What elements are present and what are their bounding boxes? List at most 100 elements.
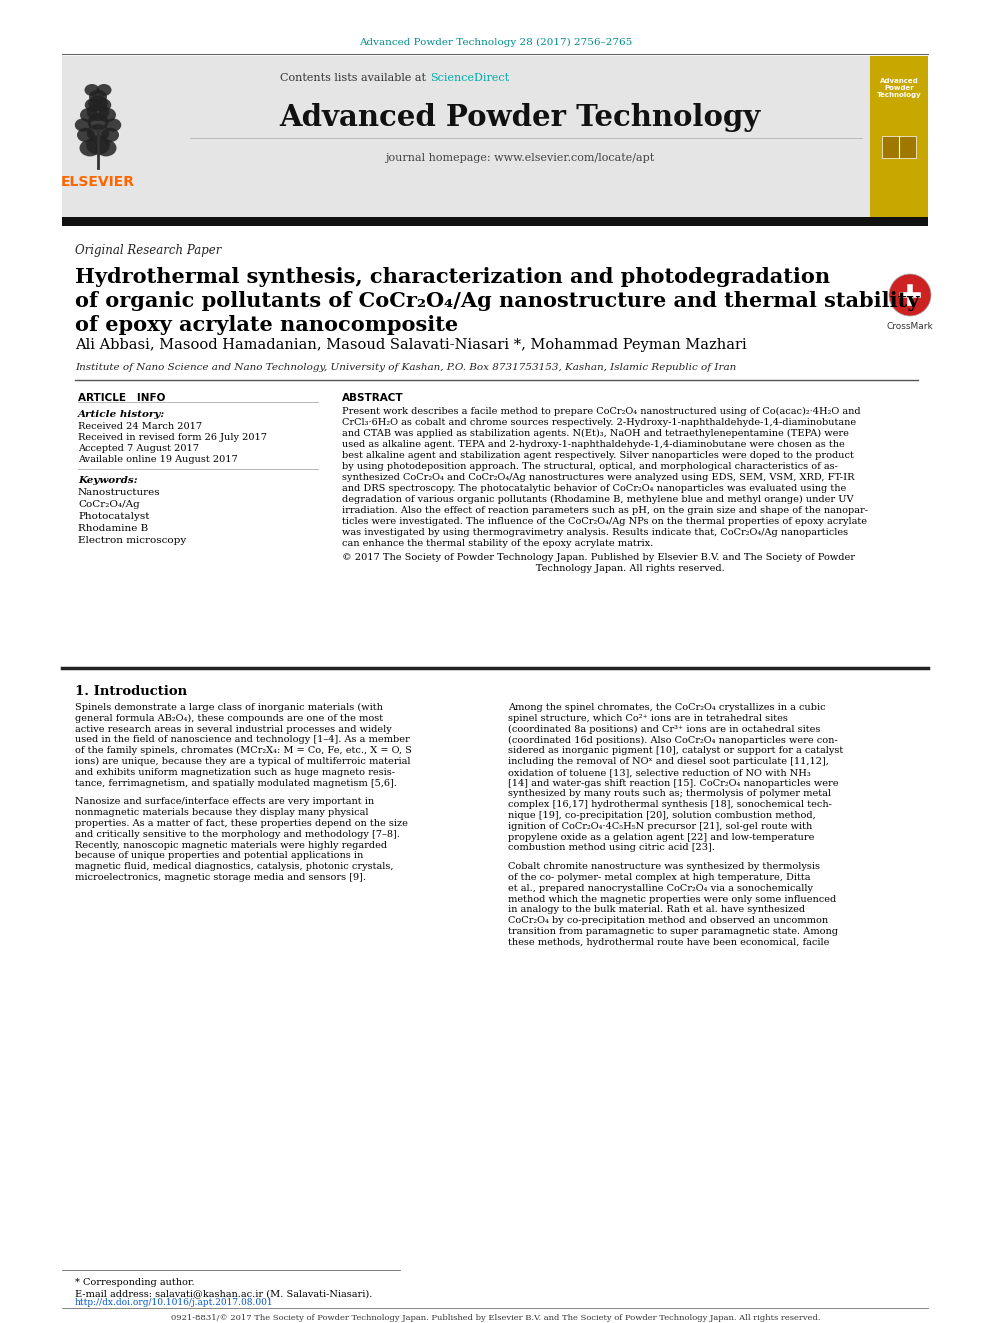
Text: Nanostructures: Nanostructures [78, 488, 161, 497]
Text: method which the magnetic properties were only some influenced: method which the magnetic properties wer… [508, 894, 836, 904]
Text: Accepted 7 August 2017: Accepted 7 August 2017 [78, 445, 199, 452]
Ellipse shape [84, 83, 99, 97]
Text: used in the field of nanoscience and technology [1–4]. As a member: used in the field of nanoscience and tec… [75, 736, 410, 745]
Text: ARTICLE   INFO: ARTICLE INFO [78, 393, 166, 404]
Ellipse shape [87, 114, 108, 131]
Ellipse shape [74, 118, 91, 131]
Ellipse shape [889, 274, 931, 316]
Text: © 2017 The Society of Powder Technology Japan. Published by Elsevier B.V. and Th: © 2017 The Society of Powder Technology … [342, 553, 855, 562]
Text: Recently, nanoscopic magnetic materials were highly regarded: Recently, nanoscopic magnetic materials … [75, 840, 387, 849]
Text: propylene oxide as a gelation agent [22] and low-temperature: propylene oxide as a gelation agent [22]… [508, 832, 814, 841]
Ellipse shape [89, 90, 107, 105]
Text: can enhance the thermal stability of the epoxy acrylate matrix.: can enhance the thermal stability of the… [342, 538, 654, 548]
Text: Among the spinel chromates, the CoCr₂O₄ crystallizes in a cubic: Among the spinel chromates, the CoCr₂O₄ … [508, 703, 825, 712]
Text: ions) are unique, because they are a typical of multiferroic material: ions) are unique, because they are a typ… [75, 757, 411, 766]
Text: Advanced Powder Technology 28 (2017) 2756–2765: Advanced Powder Technology 28 (2017) 275… [359, 38, 633, 48]
Text: was investigated by using thermogravimetry analysis. Results indicate that, CoCr: was investigated by using thermogravimet… [342, 528, 848, 537]
Bar [870, 56, 928, 218]
Text: CrossMark: CrossMark [887, 321, 933, 331]
Text: and exhibits uniform magnetization such as huge magneto resis-: and exhibits uniform magnetization such … [75, 767, 395, 777]
Ellipse shape [88, 95, 108, 111]
Text: irradiation. Also the effect of reaction parameters such as pH, on the grain siz: irradiation. Also the effect of reaction… [342, 505, 868, 515]
Text: Advanced Powder Technology: Advanced Powder Technology [280, 103, 761, 132]
Text: Ali Abbasi, Masood Hamadanian, Masoud Salavati-Niasari *, Mohammad Peyman Mazhar: Ali Abbasi, Masood Hamadanian, Masoud Sa… [75, 337, 747, 352]
Text: oxidation of toluene [13], selective reduction of NO with NH₃: oxidation of toluene [13], selective red… [508, 767, 810, 777]
Text: combustion method using citric acid [23].: combustion method using citric acid [23]… [508, 843, 715, 852]
Text: tance, ferrimagnetism, and spatially modulated magnetism [5,6].: tance, ferrimagnetism, and spatially mod… [75, 779, 397, 787]
Text: nique [19], co-precipitation [20], solution combustion method,: nique [19], co-precipitation [20], solut… [508, 811, 815, 820]
Text: including the removal of NOˣ and diesel soot particulate [11,12],: including the removal of NOˣ and diesel … [508, 757, 829, 766]
Text: Received 24 March 2017: Received 24 March 2017 [78, 422, 202, 431]
Bar [882, 136, 916, 157]
Ellipse shape [95, 98, 111, 111]
Text: Received in revised form 26 July 2017: Received in revised form 26 July 2017 [78, 433, 267, 442]
Text: Article history:: Article history: [78, 410, 166, 419]
Ellipse shape [79, 140, 100, 156]
Ellipse shape [96, 83, 111, 97]
Text: nonmagnetic materials because they display many physical: nonmagnetic materials because they displ… [75, 808, 368, 818]
Ellipse shape [77, 128, 95, 142]
Text: synthesized by many routs such as; thermolysis of polymer metal: synthesized by many routs such as; therm… [508, 790, 831, 798]
Text: microelectronics, magnetic storage media and sensors [9].: microelectronics, magnetic storage media… [75, 873, 366, 882]
Text: Spinels demonstrate a large class of inorganic materials (with: Spinels demonstrate a large class of ino… [75, 703, 383, 712]
Text: properties. As a matter of fact, these properties depend on the size: properties. As a matter of fact, these p… [75, 819, 408, 828]
Text: 0921-8831/© 2017 The Society of Powder Technology Japan. Published by Elsevier B: 0921-8831/© 2017 The Society of Powder T… [172, 1314, 820, 1322]
Text: ScienceDirect: ScienceDirect [430, 73, 509, 83]
Text: (coordinated 16d positions). Also CoCr₂O₄ nanoparticles were con-: (coordinated 16d positions). Also CoCr₂O… [508, 736, 837, 745]
Text: http://dx.doi.org/10.1016/j.apt.2017.08.001: http://dx.doi.org/10.1016/j.apt.2017.08.… [75, 1298, 274, 1307]
Text: of the co- polymer- metal complex at high temperature, Ditta: of the co- polymer- metal complex at hig… [508, 873, 810, 882]
Text: best alkaline agent and stabilization agent respectively. Silver nanoparticles w: best alkaline agent and stabilization ag… [342, 451, 854, 460]
Text: Contents lists available at: Contents lists available at [281, 73, 430, 83]
Ellipse shape [101, 128, 119, 142]
Text: * Corresponding author.: * Corresponding author. [75, 1278, 194, 1287]
Text: Rhodamine B: Rhodamine B [78, 524, 148, 533]
Text: Technology Japan. All rights reserved.: Technology Japan. All rights reserved. [342, 564, 725, 573]
Text: CoCr₂O₄/Ag: CoCr₂O₄/Ag [78, 500, 140, 509]
Text: and critically sensitive to the morphology and methodology [7–8].: and critically sensitive to the morpholo… [75, 830, 400, 839]
Text: [14] and water-gas shift reaction [15]. CoCr₂O₄ nanoparticles were: [14] and water-gas shift reaction [15]. … [508, 779, 838, 787]
Text: general formula AB₂O₄), these compounds are one of the most: general formula AB₂O₄), these compounds … [75, 714, 383, 722]
Text: Advanced
Powder
Technology: Advanced Powder Technology [877, 78, 922, 98]
Text: used as alkaline agent. TEPA and 2-hydroxy-1-naphthaldehyde-1,4-diaminobutane we: used as alkaline agent. TEPA and 2-hydro… [342, 441, 845, 448]
Text: Available online 19 August 2017: Available online 19 August 2017 [78, 455, 238, 464]
Text: and CTAB was applied as stabilization agents. N(Et)₃, NaOH and tetraethylenepent: and CTAB was applied as stabilization ag… [342, 429, 849, 438]
Ellipse shape [80, 107, 98, 122]
Text: because of unique properties and potential applications in: because of unique properties and potenti… [75, 852, 363, 860]
Text: of epoxy acrylate nanocomposite: of epoxy acrylate nanocomposite [75, 315, 458, 335]
Text: journal homepage: www.elsevier.com/locate/apt: journal homepage: www.elsevier.com/locat… [385, 153, 655, 163]
Text: degradation of various organic pollutants (Rhodamine B, methylene blue and methy: degradation of various organic pollutant… [342, 495, 853, 504]
Text: sidered as inorganic pigment [10], catalyst or support for a catalyst: sidered as inorganic pigment [10], catal… [508, 746, 843, 755]
Text: these methods, hydrothermal route have been economical, facile: these methods, hydrothermal route have b… [508, 938, 829, 947]
Text: ELSEVIER: ELSEVIER [61, 175, 135, 189]
Text: ticles were investigated. The influence of the CoCr₂O₄/Ag NPs on the thermal pro: ticles were investigated. The influence … [342, 517, 867, 527]
Text: active research areas in several industrial processes and widely: active research areas in several industr… [75, 725, 392, 733]
Ellipse shape [86, 103, 109, 120]
Text: Cobalt chromite nanostructure was synthesized by thermolysis: Cobalt chromite nanostructure was synthe… [508, 863, 820, 872]
Ellipse shape [84, 98, 101, 111]
Text: Original Research Paper: Original Research Paper [75, 243, 221, 257]
Text: ignition of CoCr₂O₄·4C₅H₅N precursor [21], sol-gel route with: ignition of CoCr₂O₄·4C₅H₅N precursor [21… [508, 822, 812, 831]
Text: in analogy to the bulk material. Rath et al. have synthesized: in analogy to the bulk material. Rath et… [508, 905, 806, 914]
Text: Electron microscopy: Electron microscopy [78, 536, 186, 545]
Ellipse shape [105, 118, 121, 131]
Text: ABSTRACT: ABSTRACT [342, 393, 404, 404]
Text: CoCr₂O₄ by co-precipitation method and observed an uncommon: CoCr₂O₄ by co-precipitation method and o… [508, 917, 828, 925]
Text: Hydrothermal synthesis, characterization and photodegradation: Hydrothermal synthesis, characterization… [75, 267, 830, 287]
Text: 1. Introduction: 1. Introduction [75, 685, 187, 699]
Text: Keywords:: Keywords: [78, 476, 138, 486]
Ellipse shape [95, 140, 116, 156]
Text: and DRS spectroscopy. The photocatalytic behavior of CoCr₂O₄ nanoparticles was e: and DRS spectroscopy. The photocatalytic… [342, 484, 846, 493]
Ellipse shape [86, 124, 109, 142]
Bar [62, 56, 928, 218]
Text: et al., prepared nanocrystalline CoCr₂O₄ via a sonochemically: et al., prepared nanocrystalline CoCr₂O₄… [508, 884, 813, 893]
Text: E-mail address: salavati@kashan.ac.ir (M. Salavati-Niasari).: E-mail address: salavati@kashan.ac.ir (M… [75, 1289, 372, 1298]
Text: synthesized CoCr₂O₄ and CoCr₂O₄/Ag nanostructures were analyzed using EDS, SEM, : synthesized CoCr₂O₄ and CoCr₂O₄/Ag nanos… [342, 474, 854, 482]
Text: Present work describes a facile method to prepare CoCr₂O₄ nanostructured using o: Present work describes a facile method t… [342, 407, 861, 417]
Text: of the family spinels, chromates (MCr₂X₄: M = Co, Fe, etc., X = O, S: of the family spinels, chromates (MCr₂X₄… [75, 746, 412, 755]
Text: transition from paramagnetic to super paramagnetic state. Among: transition from paramagnetic to super pa… [508, 927, 838, 935]
Ellipse shape [86, 135, 110, 155]
Text: complex [16,17] hydrothermal synthesis [18], sonochemical tech-: complex [16,17] hydrothermal synthesis [… [508, 800, 832, 810]
Bar [62, 217, 928, 226]
Text: Photocatalyst: Photocatalyst [78, 512, 150, 521]
Text: magnetic fluid, medical diagnostics, catalysis, photonic crystals,: magnetic fluid, medical diagnostics, cat… [75, 863, 394, 872]
